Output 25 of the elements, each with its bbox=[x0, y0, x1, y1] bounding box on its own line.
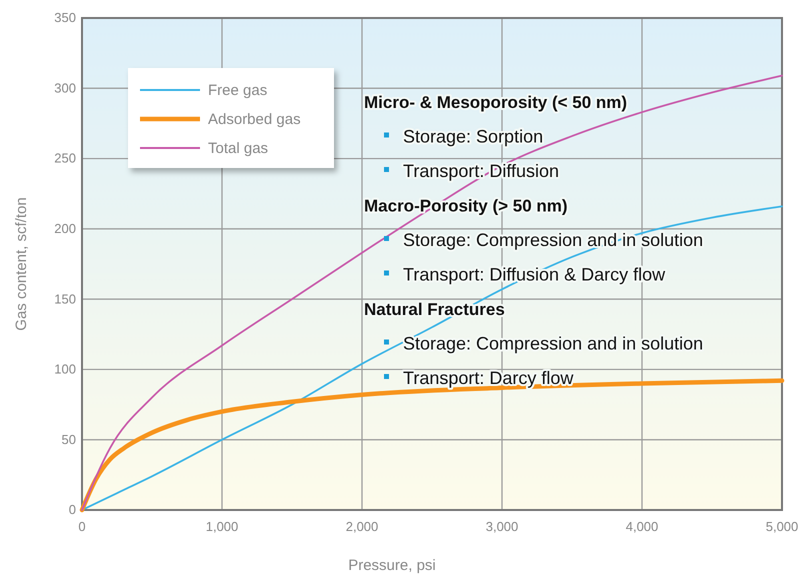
line-series bbox=[81, 74, 783, 511]
legend-label: Total gas bbox=[208, 140, 268, 157]
legend-label: Adsorbed gas bbox=[208, 111, 301, 128]
y-tick-label: 300 bbox=[54, 80, 76, 96]
y-tick-label: 0 bbox=[68, 502, 76, 518]
x-tick-label: 0 bbox=[78, 519, 86, 534]
x-tick-label: 1,000 bbox=[206, 519, 238, 534]
annotation: Storage: Compression and in solution bbox=[403, 334, 704, 354]
y-tick-label: 350 bbox=[54, 10, 76, 26]
y-tick-label: 200 bbox=[54, 221, 76, 236]
annotation: Storage: Sorption bbox=[403, 126, 544, 146]
annotation: Transport: Darcy flow bbox=[403, 368, 574, 388]
x-axis-title: Pressure, psi bbox=[348, 557, 436, 574]
y-tick-label: 150 bbox=[54, 291, 76, 306]
x-tick-label: 2,000 bbox=[346, 519, 378, 534]
y-tick-label: 250 bbox=[54, 150, 76, 166]
x-tick-label: 4,000 bbox=[626, 519, 658, 534]
annotation: Micro- & Mesoporosity (< 50 nm) bbox=[364, 93, 628, 112]
y-axis-title: Gas content, scf/ton bbox=[13, 197, 30, 331]
annotation: Transport: Diffusion bbox=[403, 161, 560, 181]
y-tick-label: 100 bbox=[54, 362, 76, 377]
x-tick-label: 3,000 bbox=[486, 519, 518, 534]
y-tick-label: 50 bbox=[62, 432, 76, 447]
legend-label: Free gas bbox=[208, 82, 268, 99]
x-tick-label: 5,000 bbox=[766, 519, 798, 534]
